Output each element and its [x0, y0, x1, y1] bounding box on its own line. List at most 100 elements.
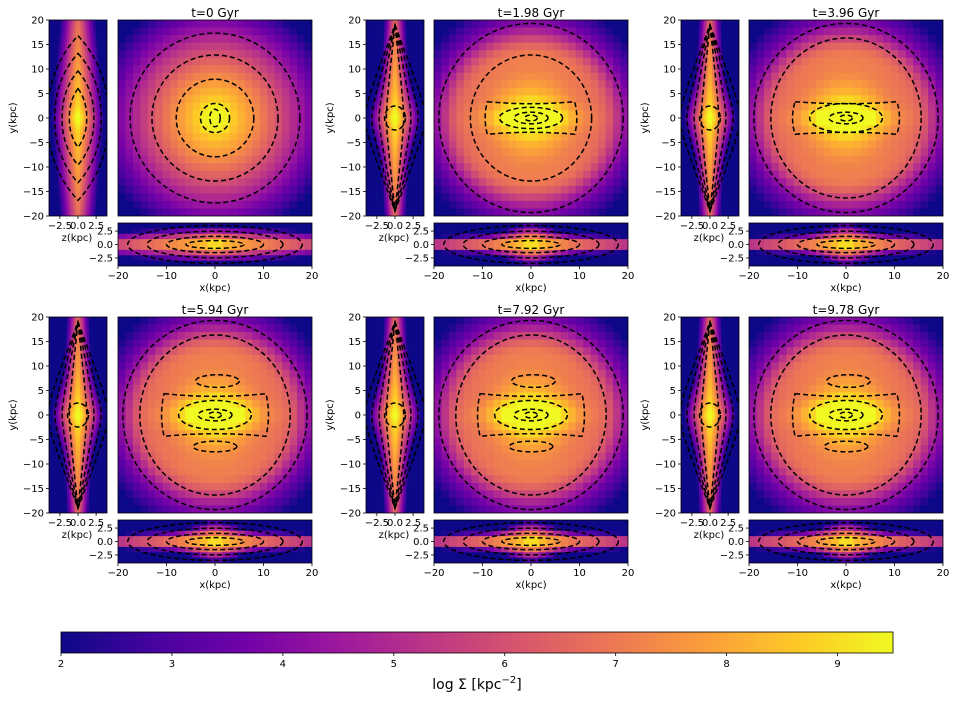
- heatmap-cell: [381, 22, 385, 26]
- heatmap-cell: [613, 35, 622, 44]
- heatmap-cell: [51, 42, 55, 46]
- heatmap-cell: [62, 187, 66, 190]
- heatmap-cell: [73, 207, 77, 210]
- heatmap-cell: [93, 211, 97, 215]
- heatmap-cell: [104, 180, 108, 184]
- heatmap-cell: [162, 20, 171, 29]
- heatmap-cell: [613, 118, 622, 127]
- heatmap-cell: [71, 124, 75, 128]
- heatmap-cell: [91, 135, 95, 139]
- heatmap-cell: [583, 102, 592, 112]
- heatmap-cell: [104, 106, 108, 110]
- heatmap-cell: [379, 211, 383, 215]
- heatmap-cell: [75, 48, 79, 52]
- heatmap-cell: [267, 65, 276, 74]
- z-tick-label: −2.5: [48, 221, 72, 232]
- heatmap-cell: [267, 20, 276, 29]
- heatmap-cell: [381, 142, 385, 146]
- heatmap-cell: [100, 164, 104, 168]
- heatmap-cell: [379, 93, 383, 97]
- heatmap-cell: [282, 228, 291, 235]
- heatmap-cell: [55, 75, 59, 79]
- heatmap-cell: [560, 208, 569, 217]
- heatmap-cell: [100, 71, 104, 75]
- heatmap-cell: [75, 195, 79, 199]
- heatmap-cell: [185, 35, 194, 44]
- heatmap-cell: [523, 50, 532, 59]
- heatmap-cell: [86, 26, 90, 30]
- heatmap-cell: [93, 209, 97, 213]
- heatmap-cell: [55, 102, 59, 106]
- heatmap-cell: [100, 187, 104, 190]
- heatmap-cell: [538, 155, 547, 164]
- heatmap-cell: [516, 42, 525, 51]
- heatmap-cell: [80, 140, 84, 144]
- heatmap-cell: [78, 146, 81, 150]
- heatmap-cell: [297, 185, 306, 194]
- heatmap-cell: [598, 42, 607, 51]
- heatmap-cell: [89, 102, 92, 106]
- heatmap-cell: [368, 26, 372, 30]
- heatmap-cell: [60, 167, 63, 170]
- heatmap-cell: [388, 135, 392, 139]
- heatmap-cell: [86, 171, 90, 175]
- heatmap-cell: [374, 100, 378, 104]
- heatmap-cell: [82, 57, 86, 61]
- heatmap-cell: [82, 195, 86, 199]
- heatmap-cell: [100, 142, 104, 146]
- heatmap-cell: [86, 57, 90, 61]
- heatmap-cell: [91, 33, 95, 37]
- heatmap-cell: [386, 180, 389, 184]
- heatmap-cell: [55, 124, 59, 128]
- heatmap-cell: [386, 77, 389, 81]
- heatmap-cell: [368, 126, 372, 130]
- heatmap-cell: [62, 158, 66, 161]
- heatmap-cell: [386, 187, 389, 190]
- heatmap-cell: [381, 109, 385, 112]
- heatmap-cell: [456, 110, 465, 119]
- heatmap-cell: [132, 223, 141, 229]
- heatmap-cell: [229, 163, 238, 172]
- heatmap-cell: [379, 35, 383, 39]
- heatmap-cell: [388, 57, 392, 61]
- heatmap-cell: [78, 171, 81, 175]
- heatmap-cell: [100, 200, 104, 204]
- heatmap-cell: [84, 95, 88, 99]
- heatmap-cell: [100, 115, 104, 119]
- heatmap-cell: [366, 77, 369, 81]
- heatmap-cell: [531, 35, 540, 44]
- heatmap-cell: [100, 109, 104, 112]
- heatmap-cell: [366, 135, 369, 139]
- heatmap-cell: [140, 193, 149, 202]
- heatmap-cell: [478, 170, 487, 179]
- heatmap-cell: [82, 44, 86, 48]
- heatmap-cell: [297, 155, 306, 164]
- heatmap-cell: [456, 200, 465, 210]
- heatmap-cell: [383, 64, 387, 68]
- heatmap-cell: [448, 178, 457, 187]
- heatmap-cell: [390, 24, 394, 28]
- heatmap-cell: [372, 175, 376, 179]
- heatmap-cell: [125, 133, 134, 142]
- heatmap-cell: [222, 57, 231, 66]
- heatmap-cell: [237, 178, 246, 187]
- heatmap-cell: [132, 228, 141, 235]
- heatmap-cell: [55, 151, 59, 155]
- heatmap-cell: [368, 31, 372, 34]
- heatmap-cell: [95, 104, 99, 108]
- heatmap-cell: [374, 33, 378, 37]
- heatmap-cell: [80, 182, 84, 186]
- heatmap-cell: [207, 87, 216, 96]
- heatmap-cell: [53, 20, 57, 23]
- heatmap-cell: [386, 151, 389, 155]
- heatmap-cell: [538, 148, 547, 157]
- heatmap-cell: [613, 72, 622, 81]
- heatmap-cell: [55, 195, 59, 199]
- heatmap-cell: [125, 140, 134, 149]
- heatmap-cell: [98, 160, 101, 164]
- heatmap-cell: [98, 22, 101, 26]
- heatmap-cell: [381, 187, 385, 190]
- heatmap-cell: [448, 50, 457, 59]
- heatmap-cell: [49, 46, 52, 50]
- heatmap-cell: [620, 208, 628, 217]
